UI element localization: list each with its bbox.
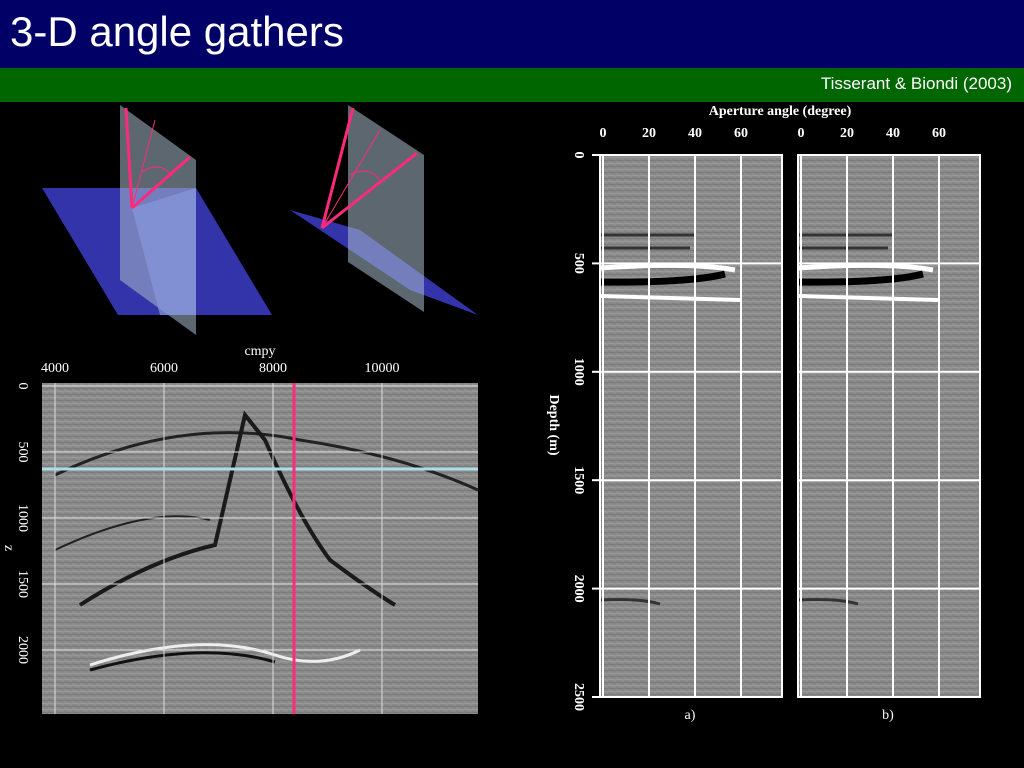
x-tick-label: 40 xyxy=(688,126,702,141)
y-axis-label: z xyxy=(1,545,16,551)
x-tick-label: 10000 xyxy=(365,361,400,376)
citation-bar: Tisserant & Biondi (2003) xyxy=(0,68,1024,102)
reflection xyxy=(797,270,924,286)
x-tick-label: 20 xyxy=(840,126,854,141)
panel-label: b) xyxy=(882,708,894,723)
x-tick-label: 40 xyxy=(886,126,900,141)
y-tick-label: 500 xyxy=(571,253,586,274)
y-tick-label: 0 xyxy=(15,383,30,390)
x-tick-label: 6000 xyxy=(150,361,178,376)
title-bar: 3-D angle gathers xyxy=(0,0,1024,68)
x-axis-label: cmpy xyxy=(244,344,275,359)
y-tick-label: 1000 xyxy=(571,358,586,386)
panel-label: a) xyxy=(685,708,696,723)
reflection xyxy=(797,598,859,606)
diagram-right xyxy=(290,105,478,315)
citation: Tisserant & Biondi (2003) xyxy=(820,74,1012,93)
y-tick-label: 0 xyxy=(571,152,586,159)
y-tick-label: 2500 xyxy=(571,683,586,711)
diagram-left xyxy=(42,105,272,335)
x-tick-label: 4000 xyxy=(41,361,69,376)
gather-image xyxy=(798,155,980,697)
gather-image xyxy=(600,155,782,697)
x-tick-label: 0 xyxy=(600,126,607,141)
x-tick-label: 20 xyxy=(642,126,656,141)
reflection xyxy=(600,233,695,250)
x-axis-label: Aperture angle (degree) xyxy=(709,104,852,119)
cmpy-section xyxy=(42,383,479,714)
slide-title: 3-D angle gathers xyxy=(10,8,344,55)
y-tick-label: 2000 xyxy=(571,575,586,603)
x-tick-label: 0 xyxy=(798,126,805,141)
reflection xyxy=(798,233,893,250)
reflection xyxy=(599,598,661,606)
x-tick-label: 60 xyxy=(932,126,946,141)
x-tick-label: 8000 xyxy=(259,361,287,376)
y-tick-label: 2000 xyxy=(15,636,30,664)
y-tick-label: 1500 xyxy=(15,570,30,598)
reflection xyxy=(797,294,939,302)
reflection xyxy=(599,270,726,286)
reflection xyxy=(599,262,736,273)
reflection xyxy=(599,294,741,302)
y-tick-label: 500 xyxy=(15,442,30,463)
y-axis-label: Depth (m) xyxy=(546,394,561,455)
y-tick-label: 1000 xyxy=(15,504,30,532)
reflection xyxy=(797,262,934,273)
y-tick-label: 1500 xyxy=(571,466,586,494)
x-tick-label: 60 xyxy=(734,126,748,141)
